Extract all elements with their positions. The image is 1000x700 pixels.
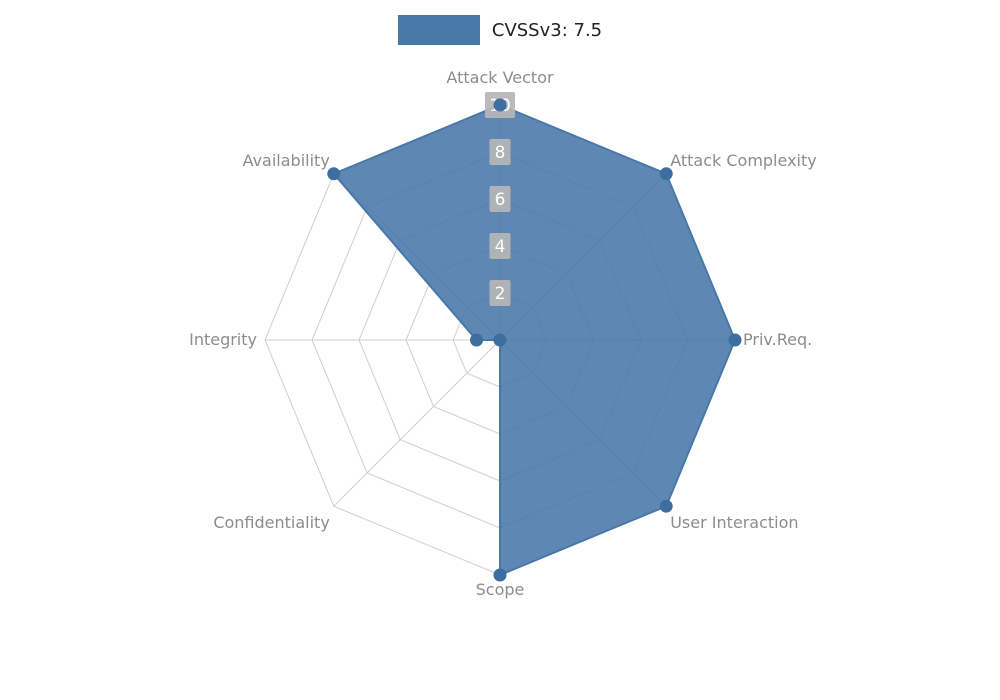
- data-point-attack-vector[interactable]: [493, 98, 507, 112]
- tick-chip: [489, 233, 511, 259]
- tick-chip: [489, 139, 511, 165]
- data-point-user-interaction[interactable]: [659, 499, 673, 513]
- data-point-confidentiality[interactable]: [493, 333, 507, 347]
- tick-label: 4: [495, 237, 506, 257]
- axis-label-confidentiality: Confidentiality: [213, 513, 329, 532]
- legend-label: CVSSv3: 7.5: [491, 19, 603, 41]
- data-point-scope[interactable]: [493, 568, 507, 582]
- tick-label: 6: [495, 190, 506, 210]
- tick-label: 8: [495, 143, 506, 163]
- grid-spoke: [333, 339, 501, 507]
- axis-label-integrity: Integrity: [189, 330, 257, 349]
- axis-label-priv-req-: Priv.Req.: [743, 330, 812, 349]
- tick-label: 2: [495, 284, 506, 304]
- chart-legend[interactable]: CVSSv3: 7.5: [0, 15, 1000, 45]
- axis-label-scope: Scope: [476, 580, 525, 599]
- axis-label-user-interaction: User Interaction: [670, 513, 798, 532]
- data-point-priv-req-[interactable]: [728, 333, 742, 347]
- axis-label-attack-vector: Attack Vector: [446, 68, 554, 87]
- axis-label-availability: Availability: [243, 151, 330, 170]
- tick-chip: [489, 280, 511, 306]
- tick-chip: [489, 186, 511, 212]
- legend-swatch: [397, 15, 480, 45]
- axis-label-attack-complexity: Attack Complexity: [670, 151, 817, 170]
- data-point-availability[interactable]: [327, 167, 341, 181]
- data-point-attack-complexity[interactable]: [659, 167, 673, 181]
- radial-tick-labels: 246810: [485, 92, 515, 306]
- data-point-integrity[interactable]: [470, 333, 483, 347]
